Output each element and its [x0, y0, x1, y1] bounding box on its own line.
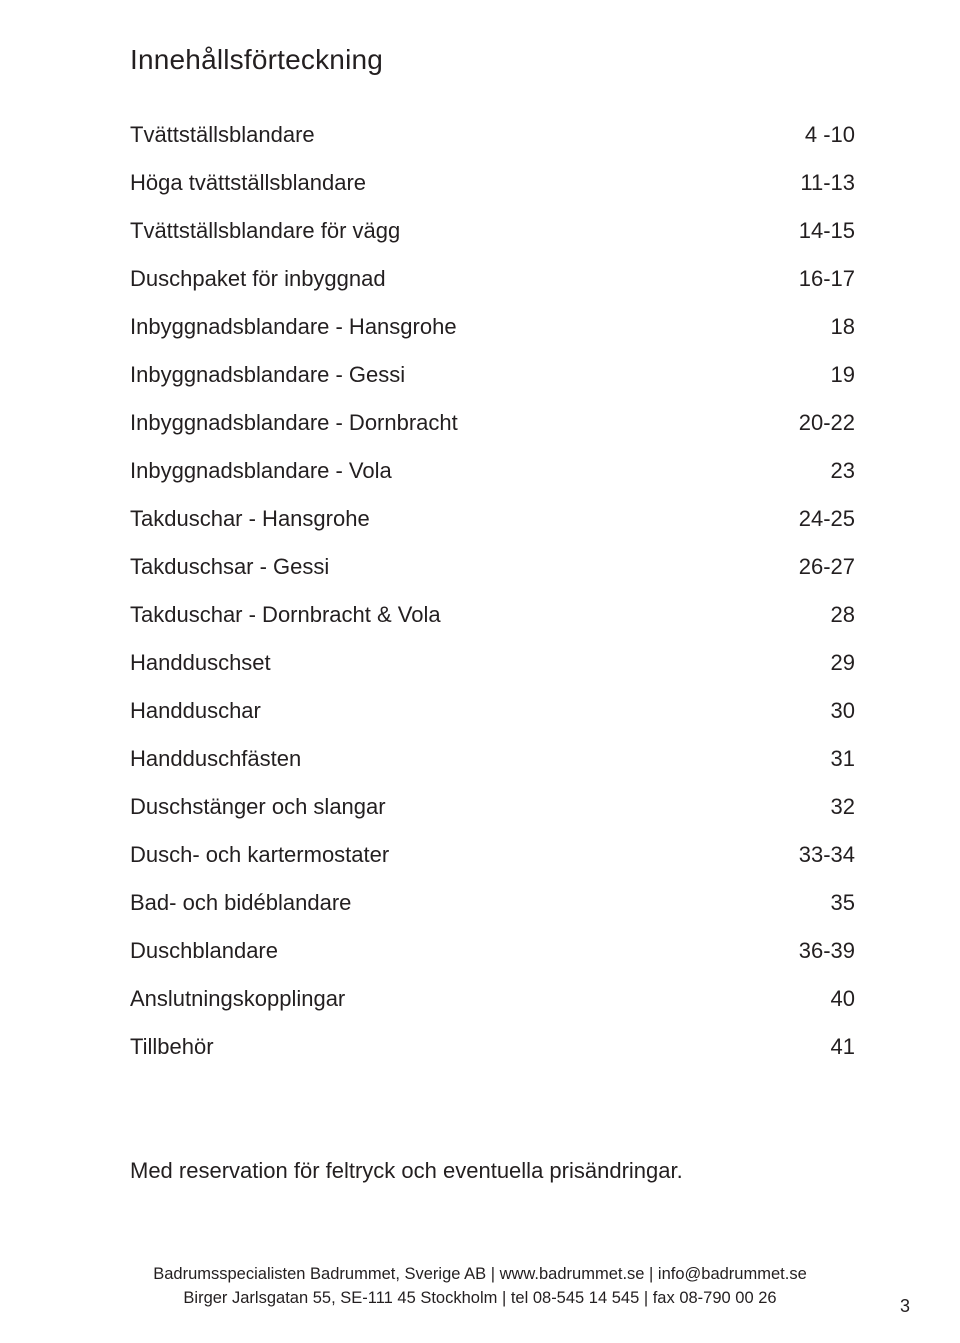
toc-label: Inbyggnadsblandare - Gessi — [130, 364, 775, 386]
page-number: 3 — [900, 1296, 910, 1317]
toc-row: Tvättställsblandare för vägg 14-15 — [130, 220, 855, 242]
disclaimer-text: Med reservation för feltryck och eventue… — [130, 1158, 855, 1184]
footer-line-2: Birger Jarlsgatan 55, SE-111 45 Stockhol… — [0, 1286, 960, 1311]
toc-label: Takduschar - Dornbracht & Vola — [130, 604, 775, 626]
toc-row: Handduschset 29 — [130, 652, 855, 674]
toc-label: Tvättställsblandare för vägg — [130, 220, 775, 242]
toc-row: Duschstänger och slangar 32 — [130, 796, 855, 818]
toc-pages: 29 — [775, 652, 855, 674]
toc-row: Duschblandare 36-39 — [130, 940, 855, 962]
toc-label: Handduschset — [130, 652, 775, 674]
toc-row: Dusch- och kartermostater 33-34 — [130, 844, 855, 866]
toc-pages: 35 — [775, 892, 855, 914]
toc-label: Takduschsar - Gessi — [130, 556, 775, 578]
toc-row: Takduschar - Dornbracht & Vola 28 — [130, 604, 855, 626]
toc-row: Duschpaket för inbyggnad 16-17 — [130, 268, 855, 290]
toc-pages: 16-17 — [775, 268, 855, 290]
toc-label: Handduschar — [130, 700, 775, 722]
page-title: Innehållsförteckning — [130, 44, 855, 76]
toc-row: Höga tvättställsblandare 11-13 — [130, 172, 855, 194]
toc-row: Inbyggnadsblandare - Vola 23 — [130, 460, 855, 482]
toc-label: Anslutningskopplingar — [130, 988, 775, 1010]
toc-row: Inbyggnadsblandare - Gessi 19 — [130, 364, 855, 386]
toc-label: Takduschar - Hansgrohe — [130, 508, 775, 530]
toc-pages: 40 — [775, 988, 855, 1010]
toc-label: Duschblandare — [130, 940, 775, 962]
toc-row: Takduschar - Hansgrohe 24-25 — [130, 508, 855, 530]
toc-row: Handduschar 30 — [130, 700, 855, 722]
toc-pages: 19 — [775, 364, 855, 386]
toc-label: Inbyggnadsblandare - Hansgrohe — [130, 316, 775, 338]
toc-pages: 14-15 — [775, 220, 855, 242]
toc-row: Bad- och bidéblandare 35 — [130, 892, 855, 914]
toc-row: Inbyggnadsblandare - Hansgrohe 18 — [130, 316, 855, 338]
toc-pages: 30 — [775, 700, 855, 722]
page: Innehållsförteckning Tvättställsblandare… — [0, 0, 960, 1343]
toc-row: Anslutningskopplingar 40 — [130, 988, 855, 1010]
toc-pages: 23 — [775, 460, 855, 482]
toc-row: Takduschsar - Gessi 26-27 — [130, 556, 855, 578]
toc-label: Inbyggnadsblandare - Vola — [130, 460, 775, 482]
toc-pages: 24-25 — [775, 508, 855, 530]
page-footer: Badrumsspecialisten Badrummet, Sverige A… — [0, 1262, 960, 1312]
table-of-contents: Tvättställsblandare 4 -10 Höga tvättstäl… — [130, 124, 855, 1058]
toc-pages: 20-22 — [775, 412, 855, 434]
toc-pages: 41 — [775, 1036, 855, 1058]
toc-label: Duschpaket för inbyggnad — [130, 268, 775, 290]
toc-pages: 11-13 — [775, 172, 855, 194]
footer-line-1: Badrumsspecialisten Badrummet, Sverige A… — [0, 1262, 960, 1287]
toc-pages: 33-34 — [775, 844, 855, 866]
toc-label: Dusch- och kartermostater — [130, 844, 775, 866]
toc-label: Inbyggnadsblandare - Dornbracht — [130, 412, 775, 434]
toc-pages: 28 — [775, 604, 855, 626]
toc-label: Tvättställsblandare — [130, 124, 775, 146]
toc-pages: 31 — [775, 748, 855, 770]
toc-pages: 18 — [775, 316, 855, 338]
toc-pages: 26-27 — [775, 556, 855, 578]
toc-pages: 32 — [775, 796, 855, 818]
toc-pages: 36-39 — [775, 940, 855, 962]
toc-row: Tillbehör 41 — [130, 1036, 855, 1058]
toc-row: Handduschfästen 31 — [130, 748, 855, 770]
toc-label: Höga tvättställsblandare — [130, 172, 775, 194]
toc-pages: 4 -10 — [775, 124, 855, 146]
toc-label: Handduschfästen — [130, 748, 775, 770]
toc-label: Tillbehör — [130, 1036, 775, 1058]
toc-row: Inbyggnadsblandare - Dornbracht 20-22 — [130, 412, 855, 434]
toc-row: Tvättställsblandare 4 -10 — [130, 124, 855, 146]
toc-label: Duschstänger och slangar — [130, 796, 775, 818]
toc-label: Bad- och bidéblandare — [130, 892, 775, 914]
